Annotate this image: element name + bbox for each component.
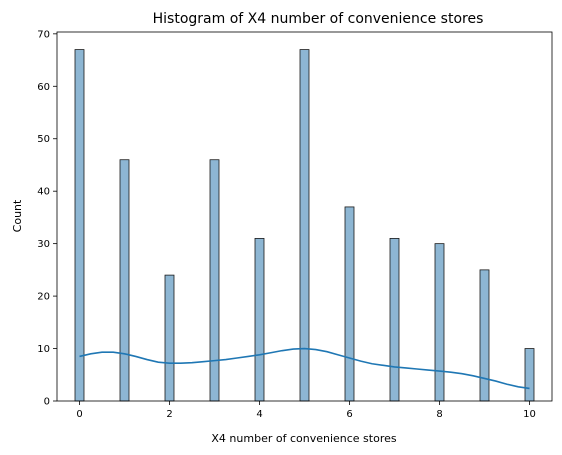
y-tick-label: 40 xyxy=(37,187,50,198)
y-tick-label: 70 xyxy=(37,29,50,40)
x-tick-label: 0 xyxy=(76,409,82,420)
histogram-bar xyxy=(524,348,535,402)
y-tick-label: 50 xyxy=(37,134,50,145)
x-tick-label: 10 xyxy=(523,409,536,420)
x-axis-label: X4 number of convenience stores xyxy=(211,432,396,445)
x-tick-label: 2 xyxy=(166,409,172,420)
kde-line xyxy=(79,347,530,390)
histogram-bar xyxy=(434,243,445,402)
histogram-bar xyxy=(389,237,400,402)
plot-frame xyxy=(56,31,553,402)
x-tick-label: 4 xyxy=(256,409,262,420)
x-tick-label: 8 xyxy=(436,409,442,420)
histogram-bar xyxy=(254,237,265,402)
y-tick-label: 60 xyxy=(37,82,50,93)
y-tick-label: 0 xyxy=(44,397,50,408)
y-axis-label: Count xyxy=(11,199,24,232)
x-axis-ticks: 0 2 4 6 8 10 xyxy=(76,401,536,420)
y-tick-label: 20 xyxy=(37,292,50,303)
y-tick-label: 30 xyxy=(37,239,50,250)
y-axis-ticks: 0 10 20 30 40 50 60 70 xyxy=(37,29,57,408)
chart-title: Histogram of X4 number of convenience st… xyxy=(153,11,484,27)
bars-group xyxy=(74,49,535,402)
x-tick-label: 6 xyxy=(346,409,352,420)
histogram-bar xyxy=(119,159,130,402)
histogram-bar xyxy=(164,274,175,402)
histogram-bar xyxy=(479,269,490,402)
histogram-bar xyxy=(344,206,355,402)
histogram-bar xyxy=(74,49,85,402)
y-tick-label: 10 xyxy=(37,344,50,355)
histogram-bar xyxy=(209,159,220,402)
